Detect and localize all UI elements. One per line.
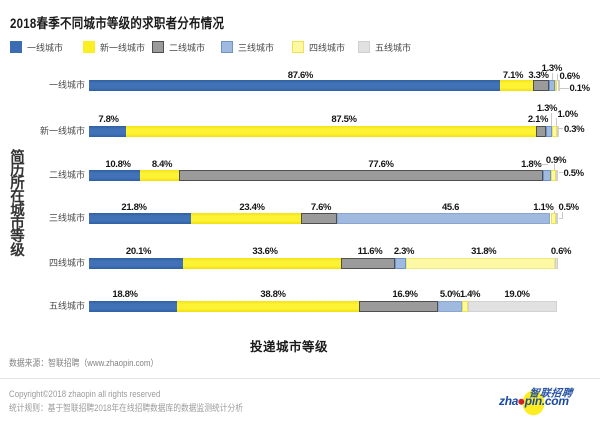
svg-text:pin.com: pin.com	[524, 394, 570, 408]
svg-text:智联招聘: 智联招聘	[528, 387, 574, 400]
svg-text:zha: zha	[498, 394, 519, 408]
